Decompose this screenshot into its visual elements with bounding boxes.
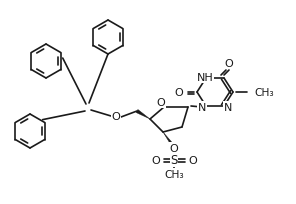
Text: CH₃: CH₃ xyxy=(164,169,184,179)
Polygon shape xyxy=(163,132,175,148)
Text: O: O xyxy=(225,59,233,69)
Text: N: N xyxy=(224,102,232,112)
Text: O: O xyxy=(157,98,165,108)
Text: O: O xyxy=(152,155,160,165)
Text: NH: NH xyxy=(197,73,213,83)
Text: O: O xyxy=(189,155,197,165)
Text: N: N xyxy=(198,102,206,112)
Text: O: O xyxy=(175,88,184,98)
Text: O: O xyxy=(170,143,178,153)
Text: CH₃: CH₃ xyxy=(254,88,274,98)
Polygon shape xyxy=(136,110,150,119)
Text: S: S xyxy=(170,154,178,167)
Text: O: O xyxy=(112,111,120,121)
